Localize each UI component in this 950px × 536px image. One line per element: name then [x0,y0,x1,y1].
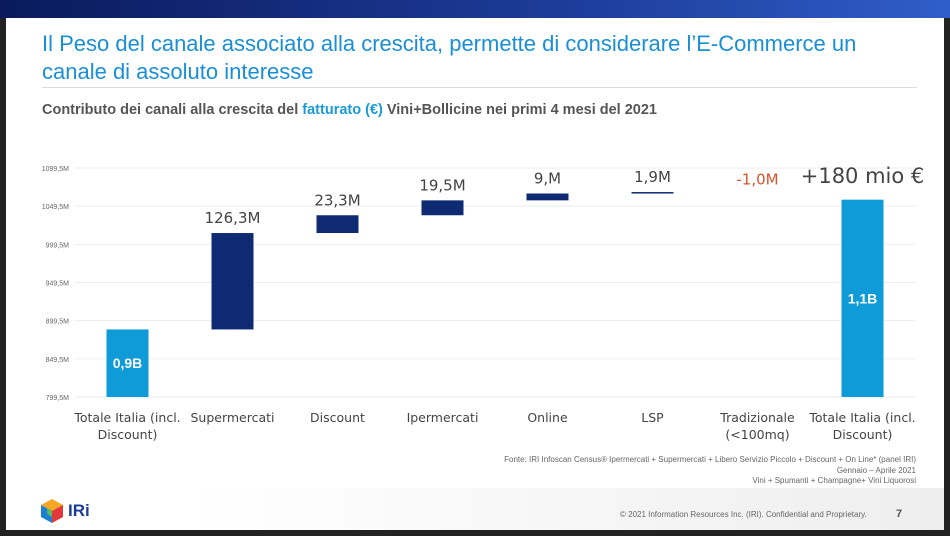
y-tick-label: 999,5M [46,242,70,249]
subtitle-highlight: fatturato (€) [302,102,383,118]
frame-left [0,18,6,536]
data-label: 1,9M [634,168,671,186]
x-tick-label: Discount) [98,427,158,442]
y-tick-label: 899,5M [46,319,70,326]
x-tick-label: Totale Italia (incl. [808,410,915,425]
subtitle-post: Vini+Bollicine nei primi 4 mesi del 2021 [382,102,657,118]
x-tick-label: Discount [310,410,365,425]
source-line: Fonte: IRI Infoscan Census® Ipermercati … [504,455,916,464]
bar [316,215,359,234]
chart-subtitle: Contributo dei canali alla crescita del … [42,102,657,118]
bar [211,233,254,330]
divider [42,87,917,88]
bar [421,200,464,216]
cube-logo-icon [41,499,63,523]
y-tick-label: 849,5M [46,357,70,364]
top-bar [0,0,950,18]
source-line: Vini + Spumanti + Champagne+ Vini Liquor… [752,476,916,485]
bar [526,193,569,201]
page-number: 7 [896,508,903,520]
x-tick-label: Supermercati [190,410,274,425]
subtitle-pre: Contributo dei canali alla crescita del [42,102,303,118]
x-tick-label: Tradizionale [719,410,795,425]
data-label: 23,3M [314,191,360,209]
x-tick-label: Ipermercati [407,410,479,425]
frame-right [944,18,950,536]
footer [6,488,944,530]
y-tick-label: 949,5M [46,281,70,288]
data-label: 0,9B [113,355,143,371]
logo-text: IRi [68,501,90,520]
bar [106,329,149,397]
page-title: Il Peso del canale associato alla cresci… [42,31,857,84]
y-tick-label: 799,5M [46,395,70,402]
data-label: -1,0M [736,170,778,188]
x-tick-label: Online [527,410,568,425]
growth-annotation: +180 mio € [801,164,925,188]
source-line: Gennaio – Aprile 2021 [836,465,916,475]
bar [631,192,674,194]
copyright: © 2021 Information Resources Inc. (IRI).… [620,510,867,519]
iri-logo: IRi [40,498,90,524]
bottom-bar [0,530,950,536]
y-tick-label: 1099,5M [42,166,69,173]
bar [841,199,884,397]
x-tick-label: Discount) [833,427,893,442]
data-label: 1,1B [848,290,878,306]
source-note: Fonte: IRI Infoscan Census® Ipermercati … [504,455,916,487]
x-tick-label: (<100mq) [725,427,789,442]
x-tick-label: Totale Italia (incl. [73,410,180,425]
y-tick-label: 1049,5M [42,204,69,211]
data-label: 9,M [534,169,561,187]
data-label: 19,5M [419,176,465,194]
data-label: 126,3M [205,209,261,227]
x-tick-label: LSP [641,410,664,425]
